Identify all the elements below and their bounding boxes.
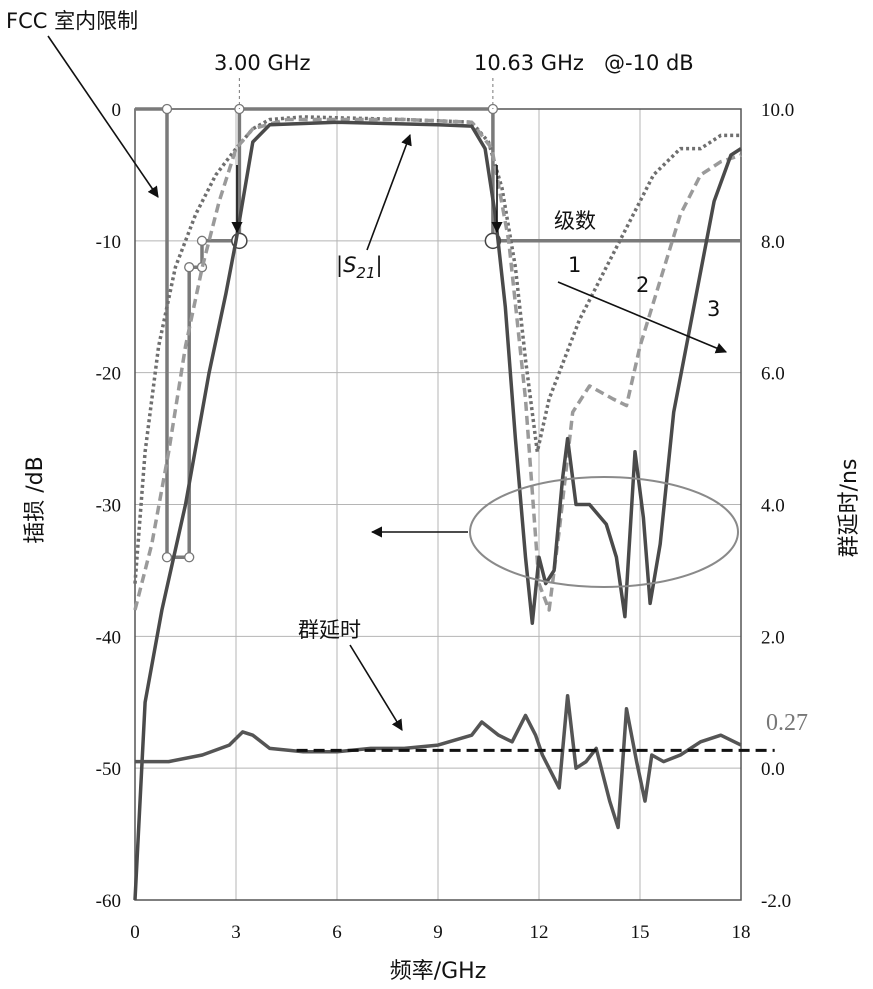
- fcc-arrow: [47, 35, 159, 198]
- y-tick-label: 0: [112, 100, 122, 121]
- order-label: 级数: [554, 209, 596, 233]
- s21-curve-order-2: [133, 117, 742, 612]
- y-right-tick-label: -2.0: [761, 891, 791, 912]
- x-axis-label: 频率/GHz: [390, 959, 487, 984]
- f-high-label: 10.63 GHz: [474, 51, 584, 75]
- x-tick-label: 12: [530, 922, 549, 943]
- s21-label: |S21|: [336, 253, 383, 282]
- ticks-group: 0 3 6 9 12 15 180-10-20-30-40-50-6010.08.06.04…: [96, 100, 795, 943]
- y-right-tick-label: 8.0: [761, 232, 785, 253]
- y-right-tick-label: 2.0: [761, 627, 785, 648]
- s21-arrow: [366, 133, 412, 251]
- order-arrow: [557, 281, 728, 354]
- fcc-mask-marker: [184, 552, 195, 563]
- fcc-mask-marker: [161, 552, 173, 563]
- y-right-tick-label: 10.0: [761, 100, 794, 121]
- y-right-tick-label: 4.0: [761, 496, 785, 517]
- f-low-label: 3.00 GHz: [214, 51, 311, 75]
- y-tick-label: -20: [96, 364, 121, 385]
- y-axis-label: 插损 /dB: [23, 456, 48, 543]
- x-tick-label: 9: [433, 922, 443, 943]
- s21-curve-order-3: [133, 120, 742, 901]
- s21-main: |S: [336, 253, 356, 278]
- order-2-label: 2: [636, 273, 649, 297]
- x-tick-label: 6: [332, 922, 342, 943]
- gd-value-label: 0.27: [766, 710, 808, 736]
- fcc-mask-line: [135, 107, 741, 559]
- grid: [135, 109, 741, 900]
- fcc-mask-marker: [184, 262, 195, 273]
- group-delay-curve: [135, 693, 742, 830]
- at-db-label: @-10 dB: [604, 51, 694, 75]
- fcc-label: FCC 室内限制: [6, 9, 138, 33]
- s21-end: |: [376, 253, 383, 278]
- y-right-tick-label: 0.0: [761, 759, 785, 780]
- s21-sub: 21: [356, 264, 375, 282]
- y-right-axis-label: 群延时/ns: [837, 459, 862, 558]
- fcc-mask-group: [135, 78, 741, 563]
- group-delay-arrow: [349, 644, 403, 731]
- y-right-tick-label: 6.0: [761, 364, 785, 385]
- y-tick-label: -30: [96, 496, 121, 517]
- s21-curve-order-1: [133, 115, 741, 584]
- annotations-group: FCC 室内限制 3.00 GHz 10.63 GHz @-10 dB 级数 1…: [6, 9, 862, 984]
- curves-group: [133, 115, 775, 901]
- group-delay-label: 群延时: [298, 618, 361, 642]
- x-tick-label: 3: [231, 922, 241, 943]
- y-tick-label: -60: [96, 891, 121, 912]
- x-tick-label: 0: [130, 922, 140, 943]
- y-tick-label: -10: [96, 232, 121, 253]
- x-tick-label: 15: [631, 922, 650, 943]
- x-tick-label: 18: [732, 922, 751, 943]
- y-tick-label: -40: [96, 627, 121, 648]
- y-tick-label: -50: [96, 759, 121, 780]
- highlight-ellipse: [469, 476, 739, 588]
- fcc-mask-marker: [196, 235, 208, 246]
- order-1-label: 1: [568, 253, 581, 277]
- order-3-label: 3: [707, 297, 720, 321]
- fcc-mask-marker: [161, 103, 173, 115]
